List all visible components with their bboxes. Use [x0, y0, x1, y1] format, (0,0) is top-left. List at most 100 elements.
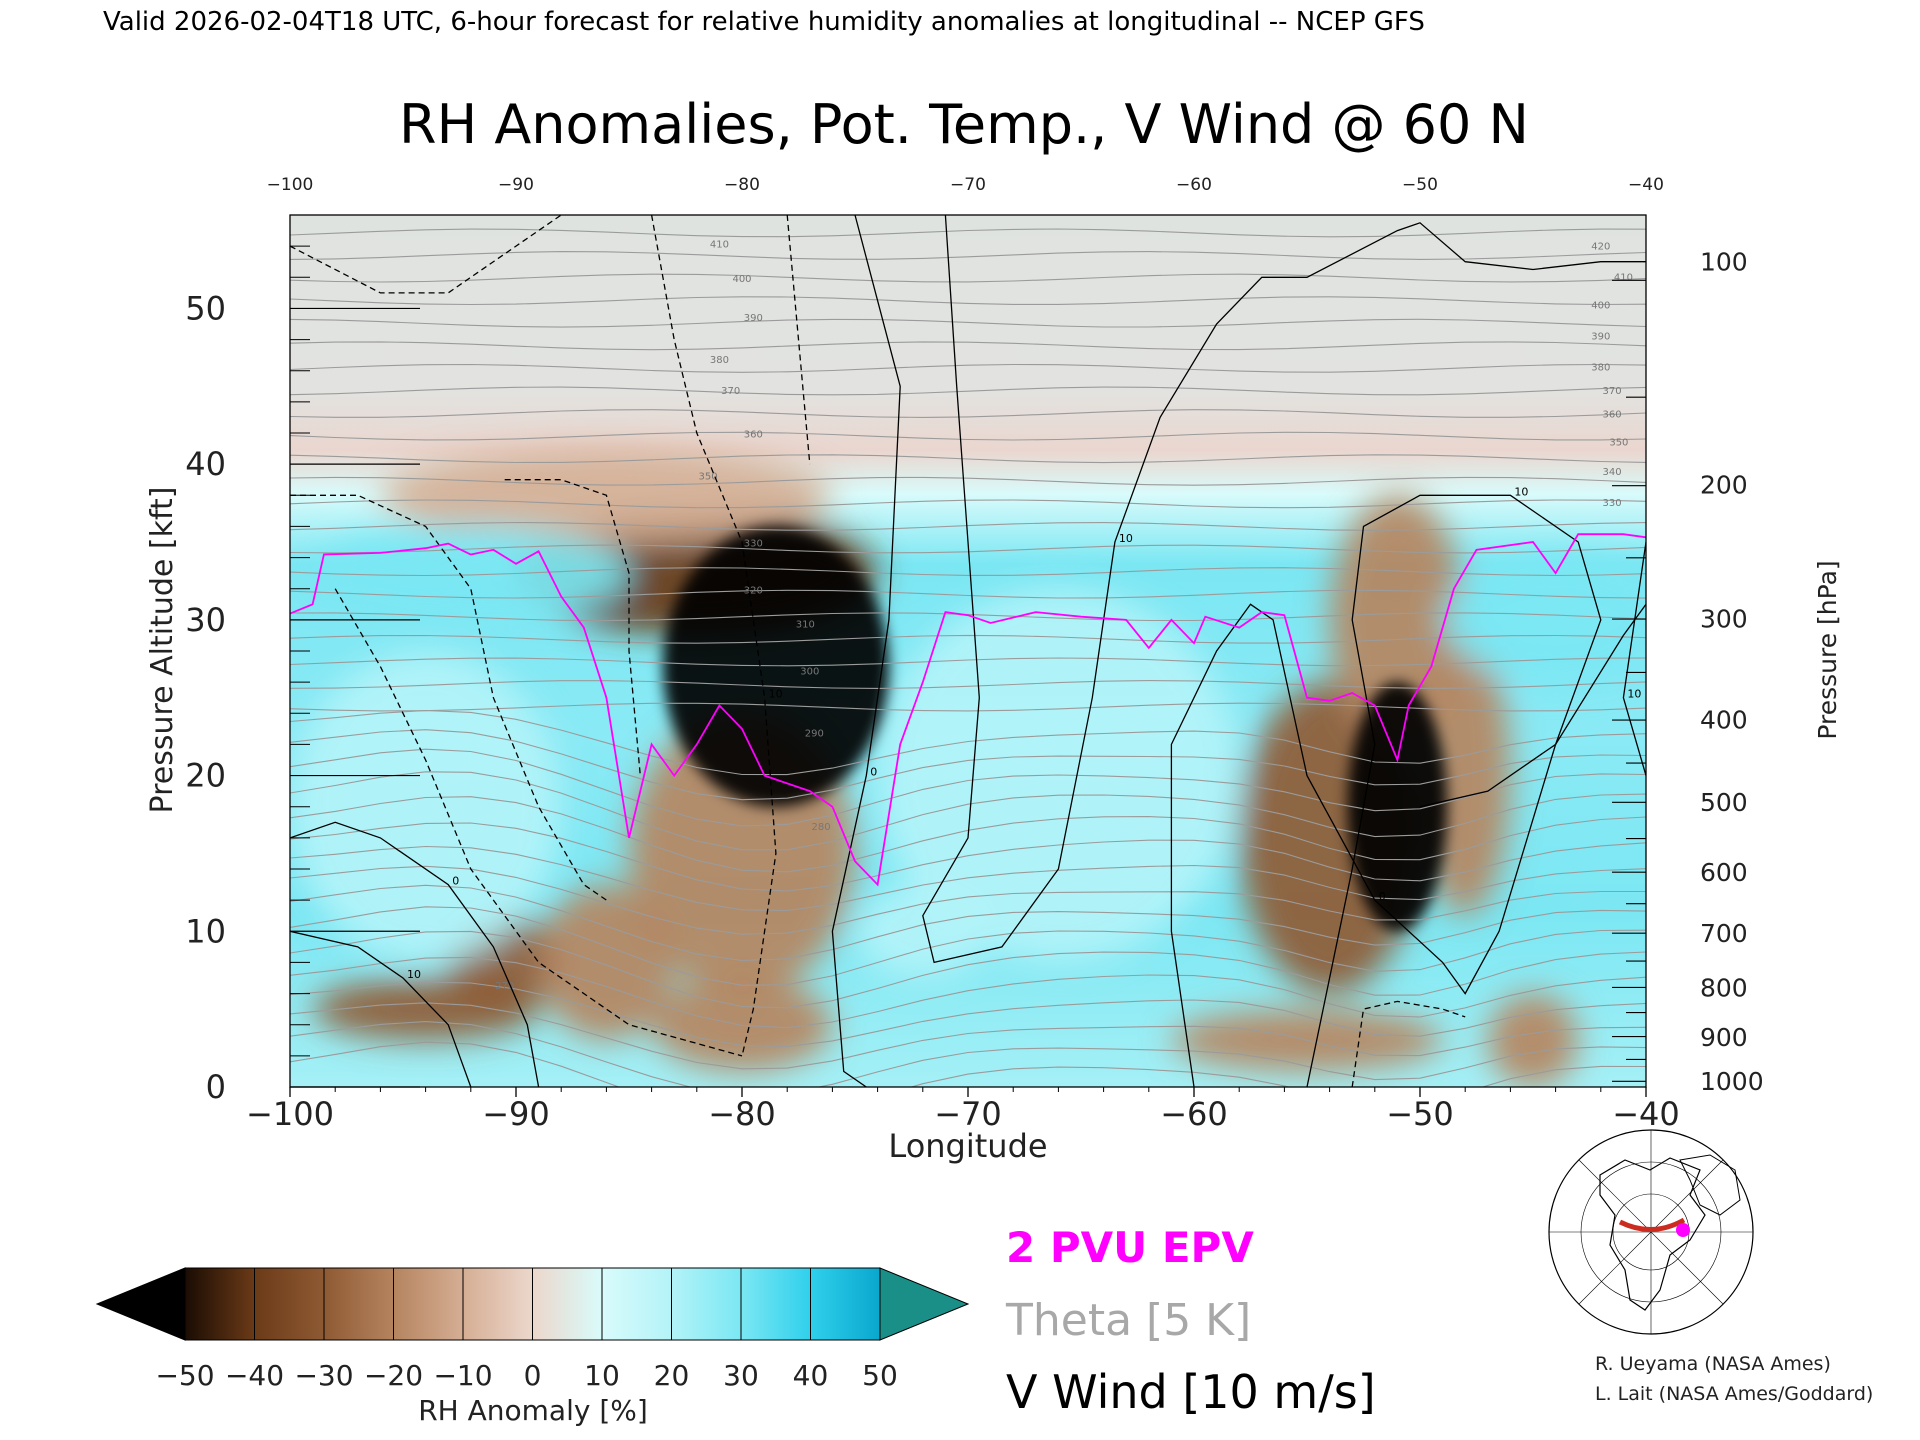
x-tick-label: −50	[1386, 1095, 1454, 1133]
y-axis-label-right: Pressure [hPa]	[1813, 560, 1842, 739]
colorbar-tick-label: 20	[654, 1359, 690, 1392]
colorbar-segment	[323, 1267, 394, 1341]
x-tick-label: −90	[482, 1095, 550, 1133]
pressure-tick-label: 1000	[1700, 1067, 1764, 1096]
y-tick-label: 0	[206, 1068, 226, 1106]
theta-contour-label: 380	[710, 355, 729, 366]
colorbar-segment	[740, 1267, 811, 1341]
theta-contour	[290, 544, 1646, 554]
theta-contour-label: 350	[1609, 437, 1628, 448]
pressure-tick-label: 900	[1700, 1023, 1748, 1052]
theta-contour-label: 420	[1591, 241, 1610, 252]
pressure-tick-label: 400	[1700, 706, 1748, 735]
pressure-tick-label: 600	[1700, 858, 1748, 887]
theta-contour	[290, 680, 1646, 689]
forecast-header: Valid 2026-02-04T18 UTC, 6-hour forecast…	[103, 7, 1425, 37]
colorbar-segment	[810, 1267, 881, 1341]
theta-contour	[290, 1021, 1646, 1087]
colorbar-segment	[393, 1267, 464, 1341]
theta-contour-label: 330	[744, 539, 763, 550]
pressure-tick-label: 100	[1700, 248, 1748, 277]
y-tick-label: 20	[185, 757, 226, 795]
vwind-contour-12	[290, 215, 562, 294]
theta-contour	[290, 771, 1646, 851]
theta-contour	[290, 1041, 1646, 1087]
rh-anomaly-blob-6	[651, 977, 833, 1072]
theta-contour-label: 300	[800, 666, 819, 677]
epv-layer	[290, 533, 1646, 887]
theta-contour-label: 400	[732, 274, 751, 285]
pressure-tick-label: 800	[1700, 973, 1748, 1002]
vwind-contour-1	[922, 215, 1646, 964]
rh-anomaly-blob-13	[1487, 993, 1579, 1087]
top-tick-label: −80	[724, 175, 760, 195]
theta-contour	[290, 589, 1646, 599]
x-tick-label: −70	[934, 1095, 1002, 1133]
colorbar-tick-label: 50	[862, 1359, 898, 1392]
vwind-contour-6	[290, 821, 540, 1087]
vwind-contour-10	[650, 215, 777, 1057]
colorbar-under-arrow	[95, 1267, 186, 1341]
theta-contour-label: 390	[744, 313, 763, 324]
theta-contour	[290, 273, 1646, 283]
colorbar-tick-label: −50	[155, 1359, 214, 1392]
colorbar-label: RH Anomaly [%]	[418, 1394, 648, 1427]
rh-anomaly-blob-17	[290, 651, 562, 963]
rh-anomaly-blob-15	[1442, 557, 1646, 683]
legend: 2 PVU EPV Theta [5 K] V Wind [10 m/s]	[1005, 1223, 1376, 1419]
vwind-contour-label: 0	[870, 766, 877, 779]
top-tick-label: −100	[267, 175, 314, 195]
theta-contour	[290, 251, 1646, 260]
vwind-contour-11	[786, 215, 811, 465]
theta-contour	[290, 822, 1646, 892]
x-tick-label: −40	[1612, 1095, 1680, 1133]
vwind-contour-5	[290, 930, 472, 1087]
theta-contour-label: 370	[1603, 386, 1622, 397]
vwind-contour-label: 10	[407, 968, 421, 981]
theta-contour-label: 400	[1591, 300, 1610, 311]
vwind-contour-label: 10	[769, 688, 783, 701]
theta-contour	[290, 296, 1646, 306]
theta-contour-label: 360	[1603, 409, 1622, 420]
theta-contours: 270 280 290 300 310 320 330 350 360 370 380 390 400 4…	[290, 228, 1646, 1087]
vwind-contour-13	[1351, 1000, 1466, 1087]
theta-contour-label: 380	[1591, 363, 1610, 374]
theta-contour	[290, 454, 1646, 464]
rh-anomaly-blob-18	[855, 884, 991, 978]
vwind-contour-0	[831, 215, 901, 1087]
top-tick-label: −60	[1176, 175, 1212, 195]
rh-anomaly-blob-8	[1347, 682, 1448, 932]
top-tick-label: −50	[1402, 175, 1438, 195]
credit-line-2: L. Lait (NASA Ames/Goddard)	[1595, 1383, 1873, 1405]
theta-contour	[290, 431, 1646, 441]
pressure-tick-label: 500	[1700, 788, 1748, 817]
colorbar-segment	[254, 1267, 325, 1341]
theta-contour	[290, 657, 1646, 667]
vwind-contour-3	[1306, 494, 1602, 1087]
top-tick-label: −70	[950, 175, 986, 195]
colorbar-segment	[601, 1267, 672, 1341]
vwind-contour-label: 10	[1627, 688, 1641, 701]
top-tick-label: −40	[1628, 175, 1664, 195]
colorbar: −50 −40 −30 −20 −10 0 10 20 30 40 50	[95, 1267, 970, 1392]
chart-title: RH Anomalies, Pot. Temp., V Wind @ 60 N	[399, 93, 1529, 156]
colorbar-segment	[462, 1267, 533, 1341]
colorbar-tick-label: 30	[723, 1359, 759, 1392]
colorbar-over-arrow	[879, 1267, 970, 1341]
vwind-contour-label: 10	[1119, 532, 1133, 545]
theta-contour-label: 280	[812, 822, 831, 833]
colorbar-tick-label: 10	[584, 1359, 620, 1392]
theta-contour	[290, 567, 1646, 577]
y-tick-label: 10	[185, 912, 226, 950]
theta-contour-label: 410	[710, 240, 729, 251]
y-tick-label: 50	[185, 289, 226, 327]
colorbar-segment	[671, 1267, 742, 1341]
vwind-contour-label: 0	[1379, 890, 1386, 903]
legend-entry: 2 PVU EPV	[1006, 1223, 1254, 1272]
locator-map	[1548, 1129, 1754, 1335]
rh-anomaly-blob-14	[312, 526, 629, 620]
vwind-contours: 0 10 0 10 10 10 0 10	[290, 215, 1646, 1087]
theta-contour	[290, 906, 1646, 986]
y-axis-label-left: Pressure Altitude [kft]	[145, 487, 180, 814]
